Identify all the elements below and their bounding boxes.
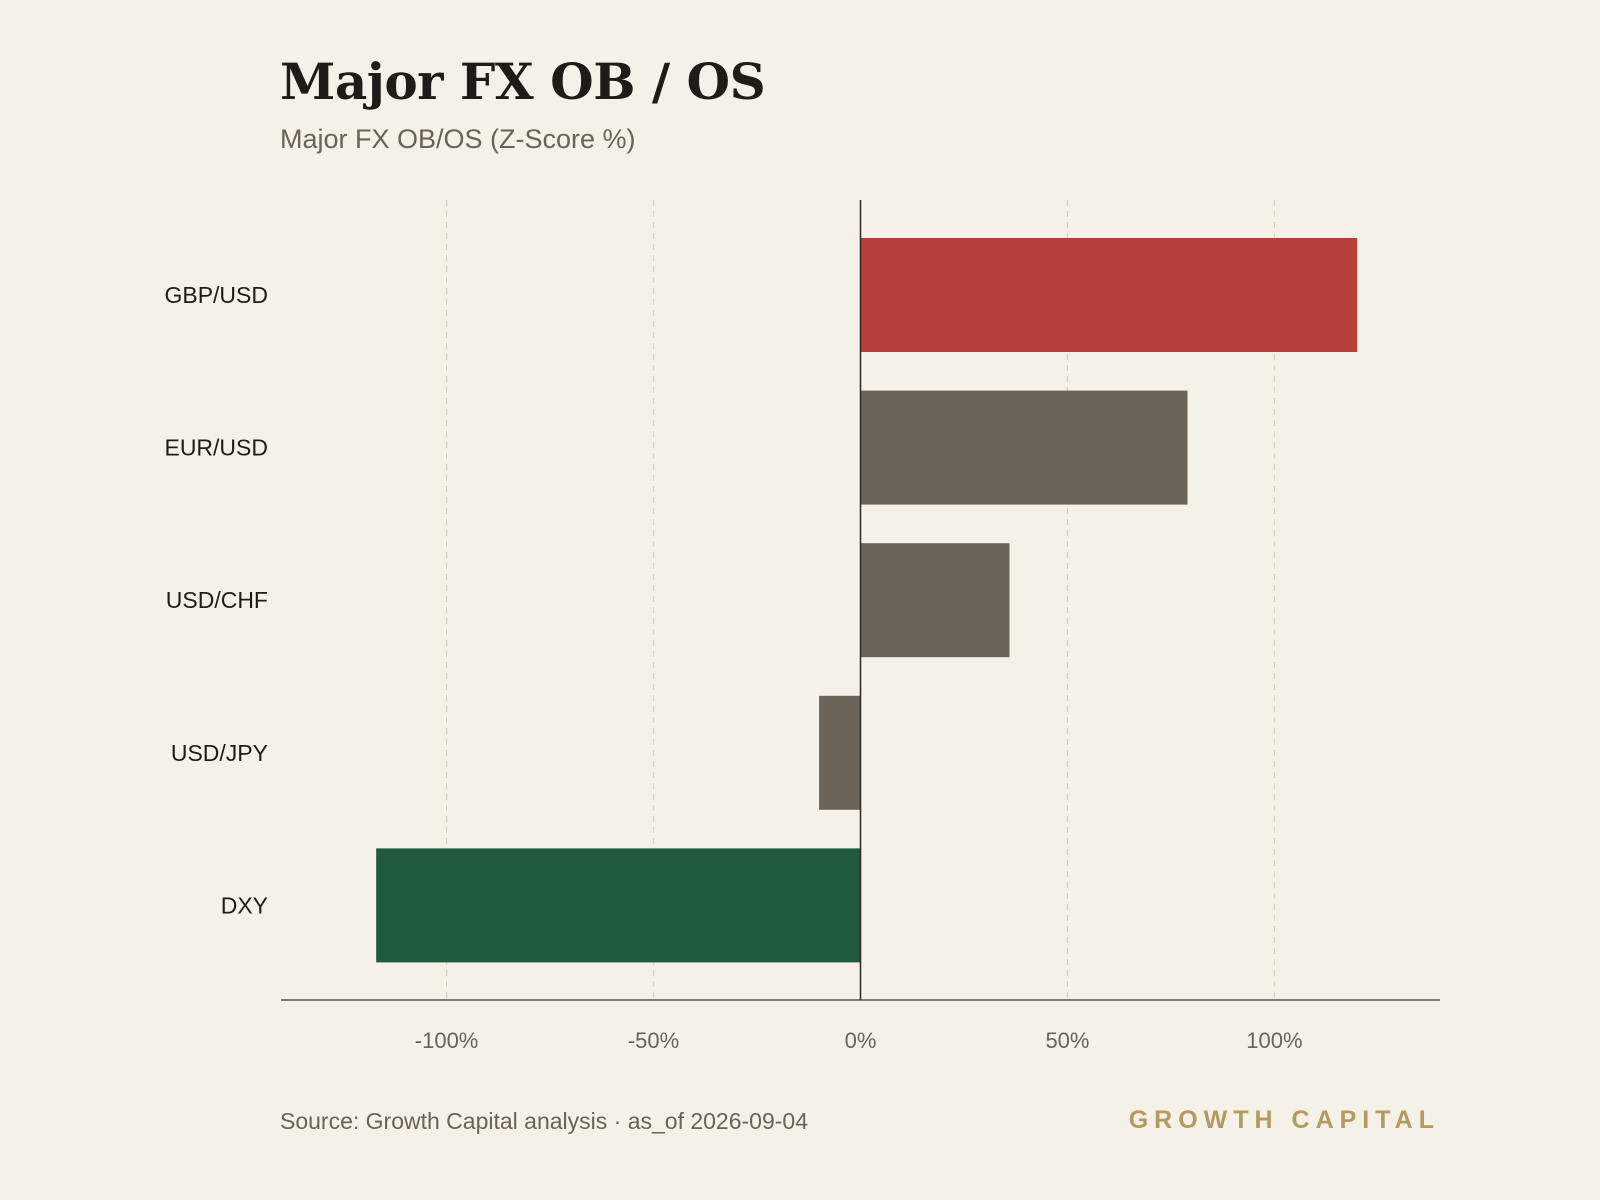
chart-title: Major FX OB / OS	[280, 52, 766, 111]
x-tick-label: 100%	[1246, 1028, 1302, 1053]
x-tick-label: -50%	[628, 1028, 679, 1053]
source-note: Source: Growth Capital analysis · as_of …	[280, 1108, 809, 1134]
x-tick-labels: -100% -50% 0% 50% 100%	[415, 1028, 1303, 1053]
bar-gbp-usd	[860, 238, 1358, 352]
bar-eur-usd	[860, 390, 1188, 505]
bars	[376, 238, 1358, 963]
category-label: DXY	[221, 892, 268, 918]
chart-subtitle: Major FX OB/OS (Z-Score %)	[280, 124, 636, 154]
bar-usd-chf	[860, 543, 1010, 658]
category-label: EUR/USD	[164, 435, 268, 461]
x-tick-label: 0%	[845, 1028, 877, 1053]
x-tick-label: 50%	[1045, 1028, 1089, 1053]
bar-usd-jpy	[819, 695, 861, 810]
category-label: USD/CHF	[166, 587, 268, 613]
category-label: USD/JPY	[171, 740, 268, 766]
brand-logo: GROWTH CAPITAL	[1128, 1106, 1440, 1134]
category-labels: GBP/USD EUR/USD USD/CHF USD/JPY DXY	[164, 282, 268, 918]
x-tick-label: -100%	[415, 1028, 479, 1053]
axes	[281, 200, 1440, 1001]
category-label: GBP/USD	[164, 282, 268, 308]
bar-dxy	[376, 848, 861, 963]
